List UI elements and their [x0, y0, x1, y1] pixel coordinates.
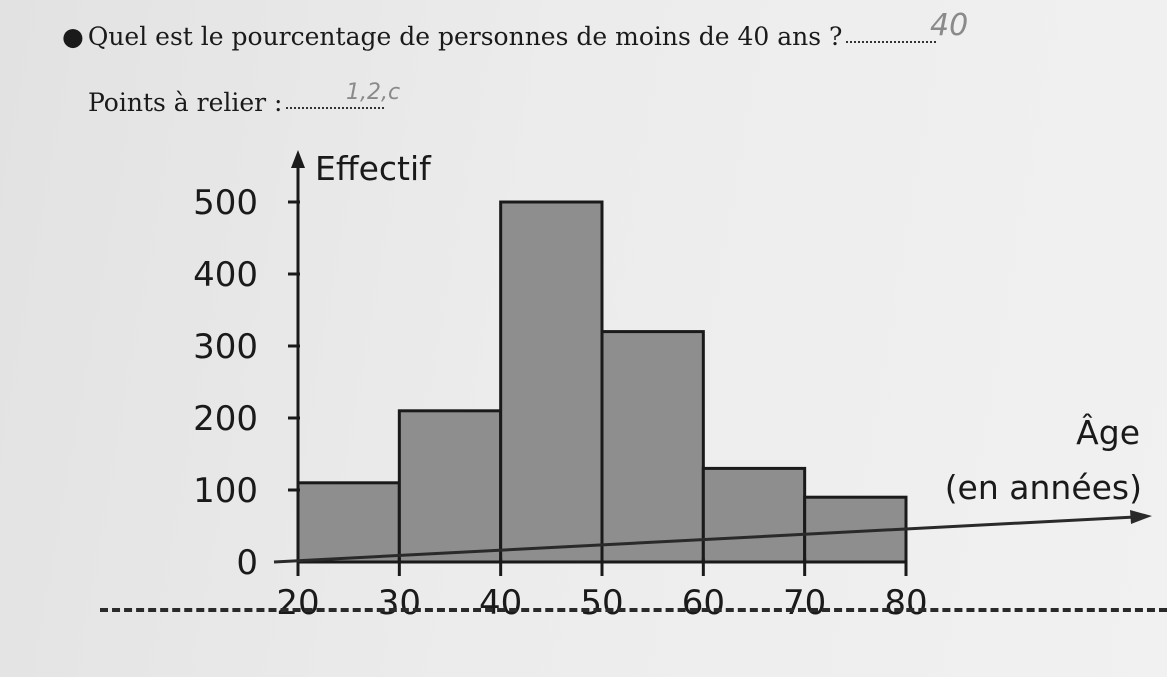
handwritten-answer: 40 [930, 8, 969, 43]
bullet-icon: ● [62, 22, 84, 51]
y-tick-label: 300 [193, 327, 258, 367]
cut-line [100, 608, 1167, 612]
y-tick-label: 500 [193, 183, 258, 223]
x-tick-label: 80 [884, 583, 927, 623]
y-axis-arrow-icon [291, 150, 305, 168]
x-axis-arrow-icon [1130, 510, 1152, 524]
points-text: Points à relier : [88, 88, 283, 117]
y-ticks-group: 0 100 200 300 400 500 [193, 183, 300, 583]
y-axis-title: Effectif [315, 149, 432, 188]
bar-50-60 [600, 330, 705, 564]
bar-30-40 [397, 409, 503, 564]
x-axis-title: Âge [1076, 412, 1140, 452]
x-axis [273, 515, 1136, 564]
x-ticks-group: 20 30 40 50 60 70 80 [276, 558, 928, 623]
y-tick-label: 400 [193, 255, 258, 295]
x-tick-label: 60 [682, 583, 725, 623]
x-tick-label: 20 [276, 583, 319, 623]
answer-blank[interactable] [846, 41, 937, 43]
points-line: Points à relier : [88, 88, 385, 117]
handwritten-points: 1,2,c [346, 80, 401, 105]
points-blank[interactable] [286, 107, 385, 109]
x-tick-label: 50 [580, 583, 623, 623]
question-text: Quel est le pourcentage de personnes de … [87, 22, 843, 51]
x-tick-label: 40 [479, 583, 522, 623]
bar-40-50 [499, 200, 604, 564]
y-tick-label: 0 [236, 543, 258, 583]
question-line: ● Quel est le pourcentage de personnes de… [62, 22, 937, 51]
bar-20-30 [296, 481, 401, 564]
x-tick-label: 70 [783, 583, 826, 623]
x-tick-label: 30 [378, 583, 421, 623]
x-axis-unit: (en années) [945, 468, 1142, 507]
y-tick-label: 200 [193, 399, 258, 439]
bar-60-70 [701, 466, 807, 564]
bars-group [296, 200, 908, 564]
y-tick-label: 100 [193, 471, 258, 511]
